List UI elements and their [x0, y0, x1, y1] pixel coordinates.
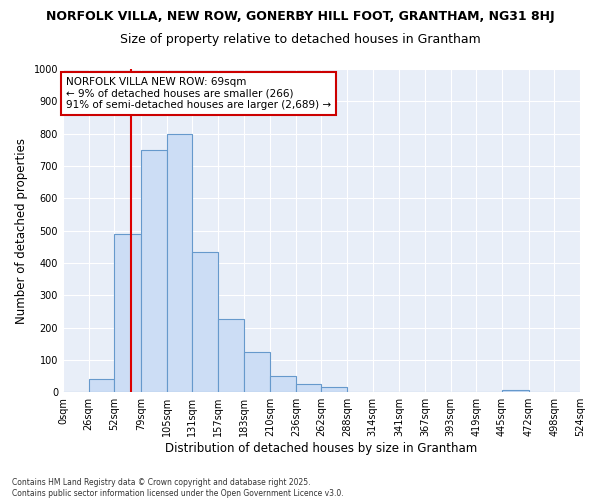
Text: Contains HM Land Registry data © Crown copyright and database right 2025.
Contai: Contains HM Land Registry data © Crown c…: [12, 478, 344, 498]
Bar: [167, 134, 192, 392]
Bar: [192, 252, 218, 392]
Text: NORFOLK VILLA, NEW ROW, GONERBY HILL FOOT, GRANTHAM, NG31 8HJ: NORFOLK VILLA, NEW ROW, GONERBY HILL FOO…: [46, 10, 554, 23]
X-axis label: Distribution of detached houses by size in Grantham: Distribution of detached houses by size …: [166, 442, 478, 455]
Bar: [89, 380, 114, 392]
Bar: [114, 234, 141, 392]
Bar: [296, 384, 322, 392]
Bar: [502, 390, 529, 392]
Bar: [141, 150, 167, 392]
Bar: [244, 352, 270, 392]
Y-axis label: Number of detached properties: Number of detached properties: [15, 138, 28, 324]
Bar: [270, 376, 296, 392]
Bar: [218, 320, 244, 392]
Text: Size of property relative to detached houses in Grantham: Size of property relative to detached ho…: [119, 32, 481, 46]
Text: NORFOLK VILLA NEW ROW: 69sqm
← 9% of detached houses are smaller (266)
91% of se: NORFOLK VILLA NEW ROW: 69sqm ← 9% of det…: [66, 77, 331, 110]
Bar: [322, 388, 347, 392]
